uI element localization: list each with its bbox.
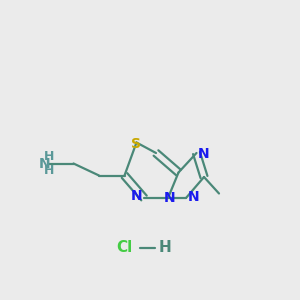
Text: Cl: Cl — [116, 240, 133, 255]
Text: N: N — [198, 147, 210, 161]
Text: N: N — [164, 191, 175, 205]
Text: H: H — [44, 164, 55, 177]
Text: N: N — [188, 190, 199, 204]
Text: H: H — [159, 240, 171, 255]
Text: S: S — [131, 137, 142, 151]
Text: H: H — [44, 150, 55, 164]
Text: N: N — [131, 190, 142, 203]
Text: N: N — [39, 157, 51, 170]
